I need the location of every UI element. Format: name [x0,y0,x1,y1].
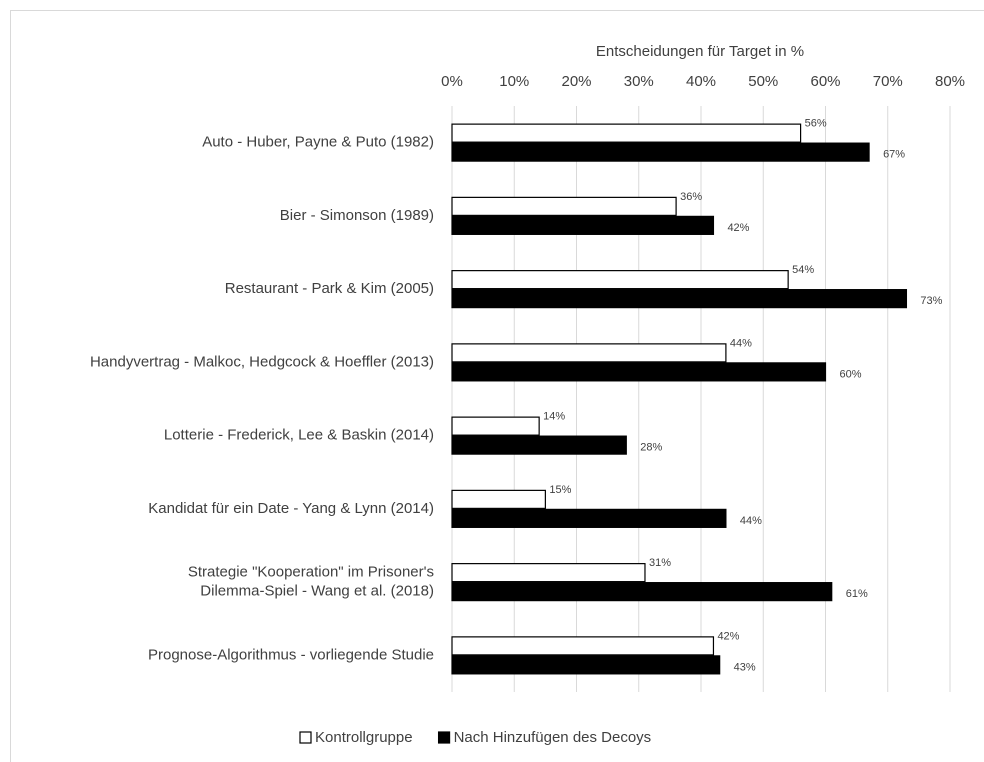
data-label: 44% [730,337,752,349]
data-label: 56% [805,118,827,130]
bar [451,123,802,143]
data-label: 15% [549,484,571,496]
data-label: 44% [740,515,762,527]
axis-title: Entscheidungen für Target in % [596,43,804,60]
bar [451,289,908,309]
legend-label: Kontrollgruppe [315,729,413,746]
bar [451,636,715,656]
data-label: 36% [680,191,702,203]
bar [451,142,870,162]
y-tick-label: Lotterie - Frederick, Lee & Baskin (2014… [164,427,434,444]
y-tick-label: Restaurant - Park & Kim (2005) [225,280,434,297]
x-tick-label: 30% [624,73,654,90]
y-tick-label: Bier - Simonson (1989) [280,207,434,224]
x-tick-label: 20% [561,73,591,90]
x-tick-label: 40% [686,73,716,90]
bar [451,508,727,528]
bar [451,215,715,235]
bar [451,435,627,455]
data-label: 42% [717,630,739,642]
bar [451,270,789,290]
y-tick-label: Handyvertrag - Malkoc, Hedgcock & Hoeffl… [90,353,434,370]
y-tick-label: Kandidat für ein Date - Yang & Lynn (201… [148,500,434,517]
data-label: 73% [920,295,942,307]
data-label: 14% [543,411,565,423]
data-label: 54% [792,264,814,276]
x-tick-label: 70% [873,73,903,90]
y-tick-label: Prognose-Algorithmus - vorliegende Studi… [148,646,434,663]
x-tick-label: 50% [748,73,778,90]
y-tick-label: Auto - Huber, Payne & Puto (1982) [202,134,434,151]
data-label: 31% [649,557,671,569]
data-label: 28% [640,442,662,454]
bar [451,563,646,583]
data-label: 42% [727,222,749,234]
bar [451,655,721,675]
data-label: 43% [734,661,756,673]
legend-marker [299,731,312,744]
legend-label: Nach Hinzufügen des Decoys [454,729,652,746]
x-tick-label: 10% [499,73,529,90]
data-label: 61% [846,588,868,600]
bar [451,196,677,216]
bar [451,343,727,363]
bar [451,582,833,602]
bar [451,489,546,509]
y-tick-label: Strategie "Kooperation" im Prisoner's Dil… [188,564,434,600]
legend-marker [437,731,451,744]
x-tick-label: 80% [935,73,965,90]
x-tick-label: 0% [441,73,463,90]
data-label: 67% [883,149,905,161]
x-tick-label: 60% [810,73,840,90]
bar [451,362,827,382]
data-label: 60% [840,368,862,380]
bar [451,416,540,436]
